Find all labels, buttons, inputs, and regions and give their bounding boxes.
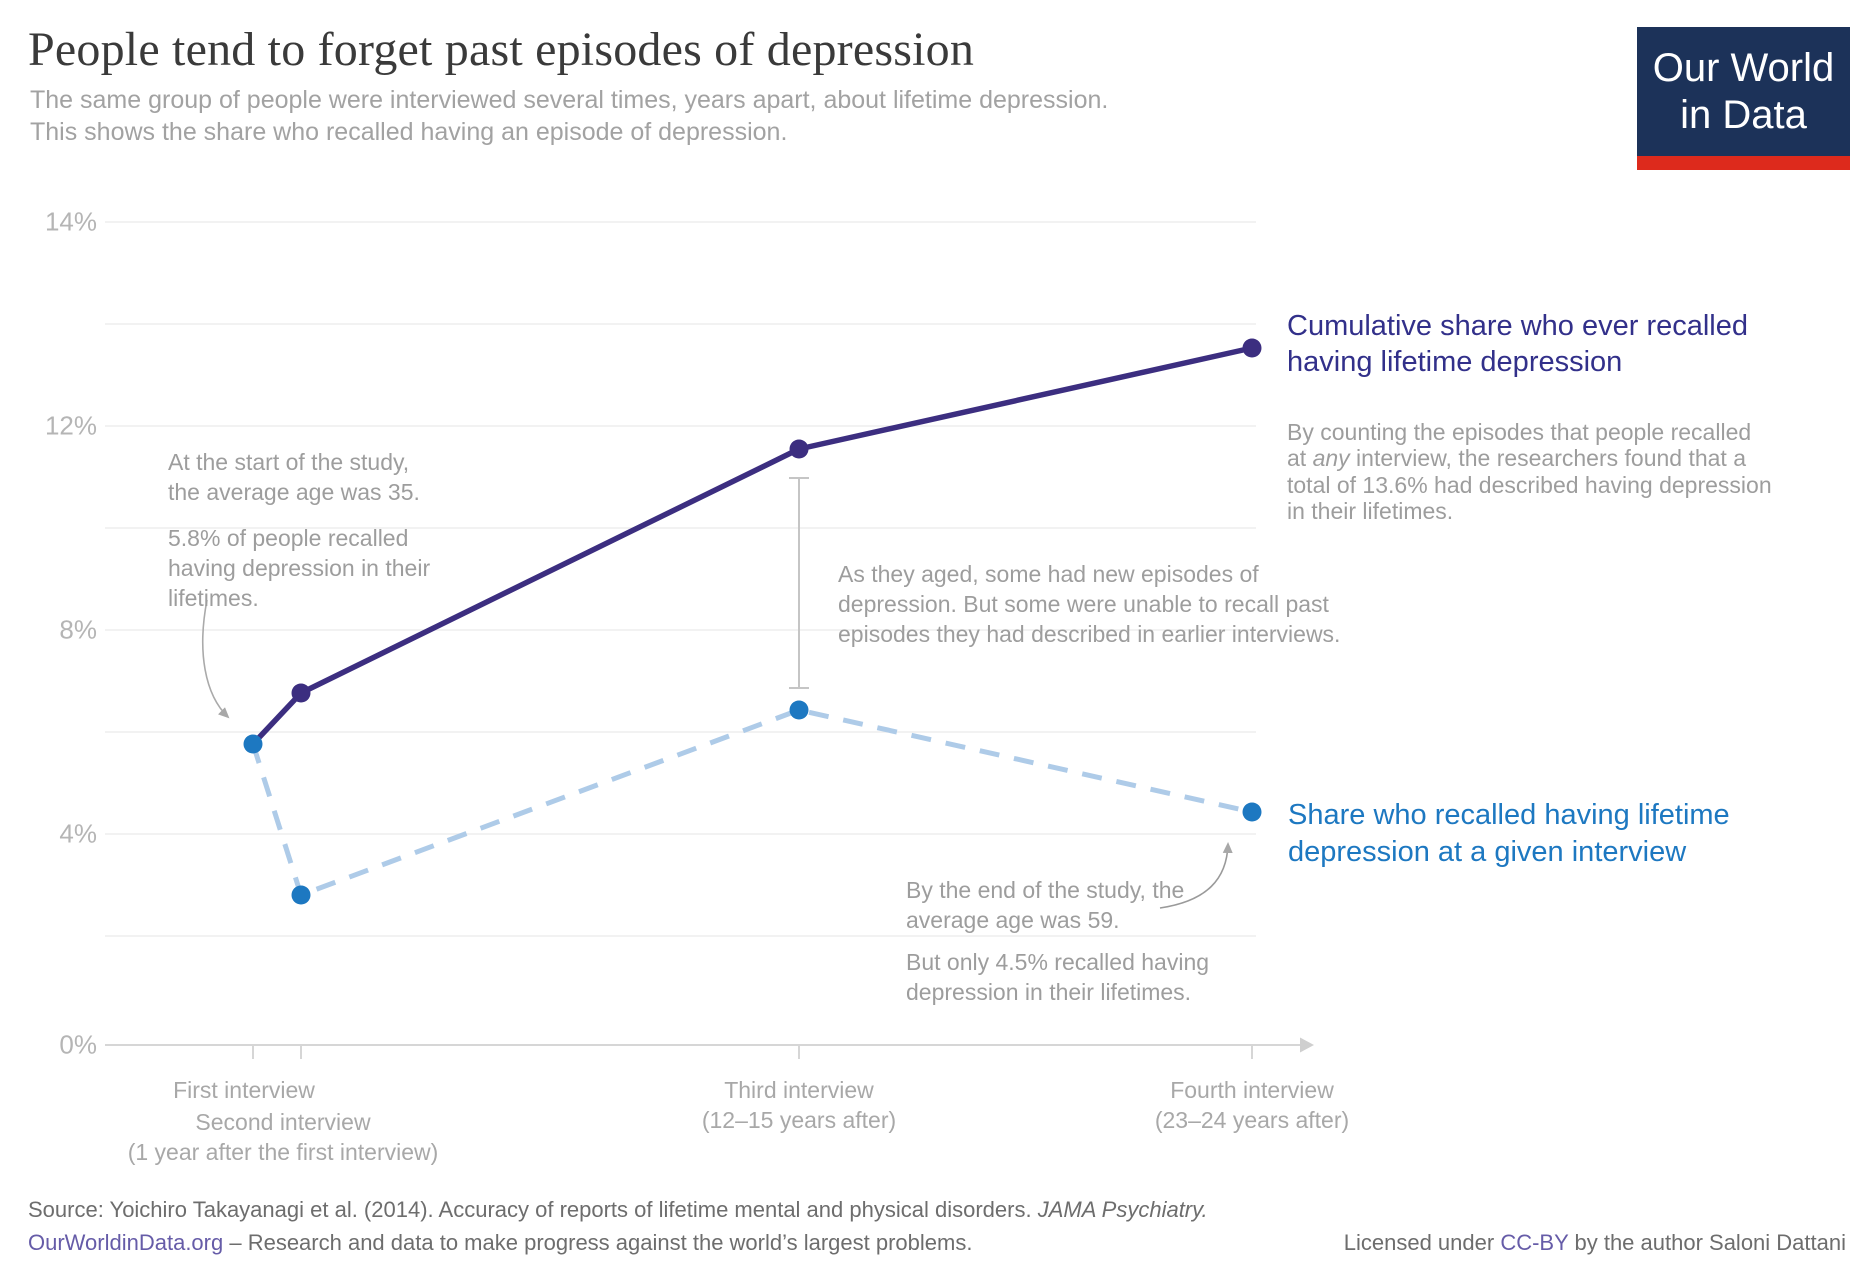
series-line-cumulative: [250, 345, 1253, 746]
annotation-end-age: By the end of the study, the average age…: [906, 877, 1185, 933]
subtitle-line1: The same group of people were interviewe…: [30, 86, 1109, 114]
owid-logo[interactable]: Our World in Data: [1637, 27, 1850, 170]
legend-desc-post: interview, the researchers found that a …: [1287, 445, 1772, 524]
annotation-start-share: 5.8% of people recalled having depressio…: [168, 525, 431, 611]
page-title: People tend to forget past episodes of d…: [28, 23, 975, 76]
legend-desc-pre: By counting the episodes that people rec…: [1287, 418, 1752, 472]
source-text: Source: Yoichiro Takayanagi et al. (2014…: [28, 1197, 1038, 1222]
license-pre: Licensed under: [1343, 1230, 1501, 1255]
license-cc-by-link[interactable]: CC-BY: [1500, 1230, 1569, 1255]
arrow-to-first-point: [202, 599, 230, 719]
annotation-aged: As they aged, some had new episodes of d…: [838, 561, 1341, 647]
x-axis-ticks: [252, 1045, 1253, 1059]
license-post: by the author Saloni Dattani: [1568, 1230, 1846, 1255]
legend-cumulative-desc: By counting the episodes that people rec…: [1287, 392, 1847, 525]
legend-desc-italic: any: [1312, 445, 1350, 471]
owid-logo-line1: Our World: [1652, 45, 1835, 90]
license-line: Licensed under CC-BY by the author Salon…: [1046, 1229, 1846, 1257]
x-axis-arrow-icon: [1300, 1037, 1314, 1053]
source-journal: JAMA Psychiatry.: [1037, 1197, 1208, 1222]
owid-logo-line2: in Data: [1680, 92, 1807, 137]
legend-cumulative-title: Cumulative share who ever recalled havin…: [1287, 310, 1748, 378]
series-dots-cumulative: [291, 338, 1262, 703]
gap-marker: [789, 477, 809, 689]
gridlines: [105, 221, 1256, 937]
annotation-start-age: At the start of the study, the average a…: [168, 449, 420, 505]
owid-link[interactable]: OurWorldinData.org: [28, 1230, 224, 1255]
y-tick-12: 12%: [44, 410, 97, 441]
x-label-fourth: Fourth interview (23–24 years after): [1154, 1077, 1350, 1133]
legend-at-interview-title: Share who recalled having lifetime depre…: [1288, 799, 1730, 868]
y-tick-4: 4%: [59, 818, 97, 849]
y-tick-14: 14%: [44, 206, 97, 237]
y-tick-8: 8%: [59, 614, 97, 645]
page-subtitle: The same group of people were interviewe…: [30, 84, 1330, 148]
series-dots-at-interview: [243, 700, 1262, 905]
annotation-end-share: But only 4.5% recalled having depression…: [906, 949, 1210, 1005]
y-tick-0: 0%: [59, 1029, 97, 1060]
x-label-first: First interview: [173, 1077, 315, 1103]
x-label-third: Third interview (12–15 years after): [701, 1077, 897, 1133]
subtitle-line2: This shows the share who recalled having…: [30, 118, 788, 146]
source-line: Source: Yoichiro Takayanagi et al. (2014…: [28, 1196, 1328, 1224]
series-line-at-interview: [250, 707, 1253, 899]
owid-tagline: – Research and data to make progress aga…: [223, 1230, 973, 1255]
owid-line: OurWorldinData.org – Research and data t…: [28, 1229, 1328, 1257]
arrow-to-last-blue-point: [1159, 842, 1233, 909]
x-label-second: Second interview (1 year after the first…: [127, 1109, 439, 1165]
x-axis: [105, 1037, 1314, 1059]
